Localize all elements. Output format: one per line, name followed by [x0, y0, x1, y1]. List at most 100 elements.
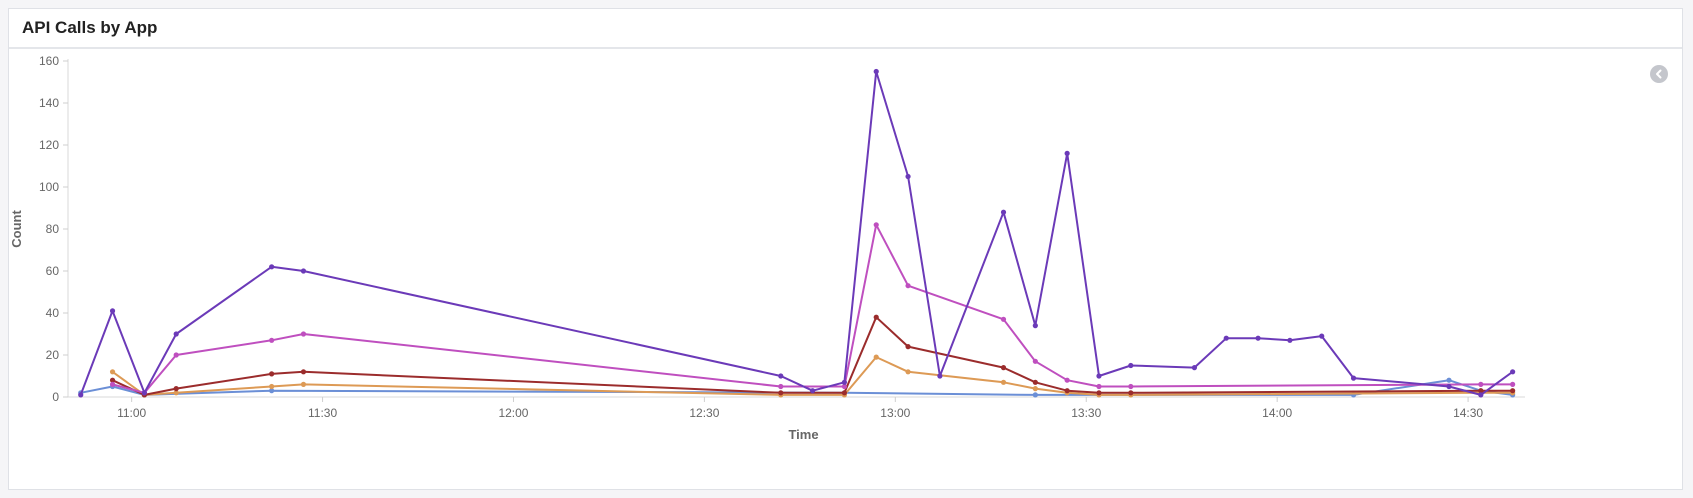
data-point[interactable]	[841, 390, 848, 396]
line-chart: 0 20 40 60 80 100 120 140 160 11:00 11:30 12:00 12:3…	[9, 54, 1525, 442]
data-point[interactable]	[905, 283, 911, 289]
data-point[interactable]	[873, 314, 879, 320]
data-point[interactable]	[269, 371, 275, 377]
data-point[interactable]	[905, 173, 911, 180]
data-point[interactable]	[1096, 383, 1102, 390]
data-point[interactable]	[1478, 381, 1484, 387]
x-axis-title: Time	[788, 427, 818, 442]
chart-area: 0 20 40 60 80 100 120 140 160 11:00 11:30 12:00 12:3…	[9, 51, 1682, 489]
data-point[interactable]	[809, 388, 816, 394]
data-point[interactable]	[1032, 392, 1038, 398]
series-line	[111, 356, 1513, 396]
data-point[interactable]	[269, 388, 275, 394]
y-tick-label: 120	[39, 138, 59, 152]
data-point[interactable]	[1000, 316, 1007, 322]
chart-axes: 0 20 40 60 80 100 120 140 160 11:00 11:30 12:00 12:3…	[39, 54, 1525, 420]
data-point[interactable]	[937, 373, 943, 379]
series-line	[112, 223, 1513, 394]
x-tick-label: 14:00	[1262, 406, 1292, 420]
data-point[interactable]	[873, 68, 879, 75]
data-point[interactable]	[1191, 365, 1198, 371]
data-point[interactable]	[1510, 369, 1516, 375]
data-point[interactable]	[778, 390, 784, 396]
chart-series	[78, 68, 1516, 398]
data-point[interactable]	[109, 381, 116, 387]
data-point[interactable]	[1510, 381, 1516, 387]
data-point[interactable]	[841, 379, 848, 385]
data-point[interactable]	[873, 222, 879, 228]
data-point[interactable]	[1350, 375, 1357, 381]
x-tick-label: 11:30	[308, 406, 337, 420]
y-tick-label: 160	[39, 54, 59, 68]
data-point[interactable]	[109, 369, 116, 375]
data-point[interactable]	[1255, 335, 1261, 341]
data-point[interactable]	[269, 337, 275, 343]
y-tick-label: 140	[39, 96, 59, 110]
series-line	[79, 70, 1514, 396]
data-point[interactable]	[1128, 390, 1134, 396]
data-point[interactable]	[841, 383, 848, 390]
data-point[interactable]	[1000, 379, 1007, 385]
data-point[interactable]	[1446, 383, 1452, 390]
data-point[interactable]	[300, 369, 307, 375]
data-point[interactable]	[173, 331, 179, 337]
data-point[interactable]	[173, 390, 179, 396]
data-point[interactable]	[300, 268, 307, 274]
panel-header: API Calls by App	[9, 9, 1682, 49]
y-tick-label: 60	[46, 264, 60, 278]
data-point[interactable]	[1032, 358, 1038, 364]
data-point[interactable]	[1064, 150, 1070, 156]
chevron-left-icon	[1656, 69, 1662, 79]
data-point[interactable]	[873, 354, 879, 360]
data-point[interactable]	[1000, 365, 1007, 371]
chart-panel: API Calls by App 0 20 40 60 80 100 120 140 160 11…	[8, 8, 1683, 490]
data-point[interactable]	[1478, 392, 1484, 398]
data-point[interactable]	[173, 386, 179, 392]
data-point[interactable]	[1032, 386, 1038, 392]
x-tick-label: 12:00	[498, 406, 528, 420]
data-point[interactable]	[141, 390, 147, 396]
x-tick-label: 11:00	[117, 406, 146, 420]
data-point[interactable]	[1128, 383, 1134, 390]
data-point[interactable]	[1319, 333, 1325, 339]
data-point[interactable]	[300, 331, 307, 337]
data-point[interactable]	[1064, 388, 1070, 394]
data-point[interactable]	[1000, 209, 1007, 215]
data-point[interactable]	[778, 373, 784, 379]
data-point[interactable]	[905, 369, 911, 375]
x-tick-label: 14:30	[1453, 406, 1483, 420]
y-tick-label: 20	[46, 348, 60, 362]
data-point[interactable]	[1032, 379, 1038, 385]
data-point[interactable]	[78, 392, 84, 398]
data-point[interactable]	[1096, 373, 1102, 379]
y-tick-label: 80	[46, 222, 60, 236]
data-point[interactable]	[109, 377, 116, 383]
data-point[interactable]	[905, 344, 911, 350]
data-point[interactable]	[269, 383, 275, 390]
y-tick-label: 40	[46, 306, 60, 320]
data-point[interactable]	[1064, 377, 1070, 383]
data-point[interactable]	[778, 383, 784, 390]
data-point[interactable]	[1096, 390, 1102, 396]
data-point[interactable]	[1223, 335, 1229, 341]
collapse-button[interactable]	[1650, 65, 1668, 83]
data-point[interactable]	[1478, 388, 1484, 394]
data-point[interactable]	[1446, 377, 1452, 383]
x-tick-label: 13:00	[880, 406, 910, 420]
data-point[interactable]	[173, 352, 179, 358]
y-tick-label: 100	[39, 180, 59, 194]
data-point[interactable]	[1287, 337, 1293, 343]
y-tick-label: 0	[52, 390, 59, 404]
x-tick-label: 13:30	[1071, 406, 1101, 420]
data-point[interactable]	[1128, 362, 1134, 369]
data-point[interactable]	[269, 264, 275, 270]
data-point[interactable]	[300, 381, 307, 387]
x-tick-label: 12:30	[689, 406, 719, 420]
series-line	[112, 316, 1513, 396]
data-point[interactable]	[109, 308, 116, 314]
panel-title: API Calls by App	[22, 18, 158, 37]
data-point[interactable]	[1032, 323, 1038, 329]
data-point[interactable]	[1510, 388, 1516, 394]
series-1	[78, 68, 1516, 398]
series-2	[109, 222, 1516, 396]
